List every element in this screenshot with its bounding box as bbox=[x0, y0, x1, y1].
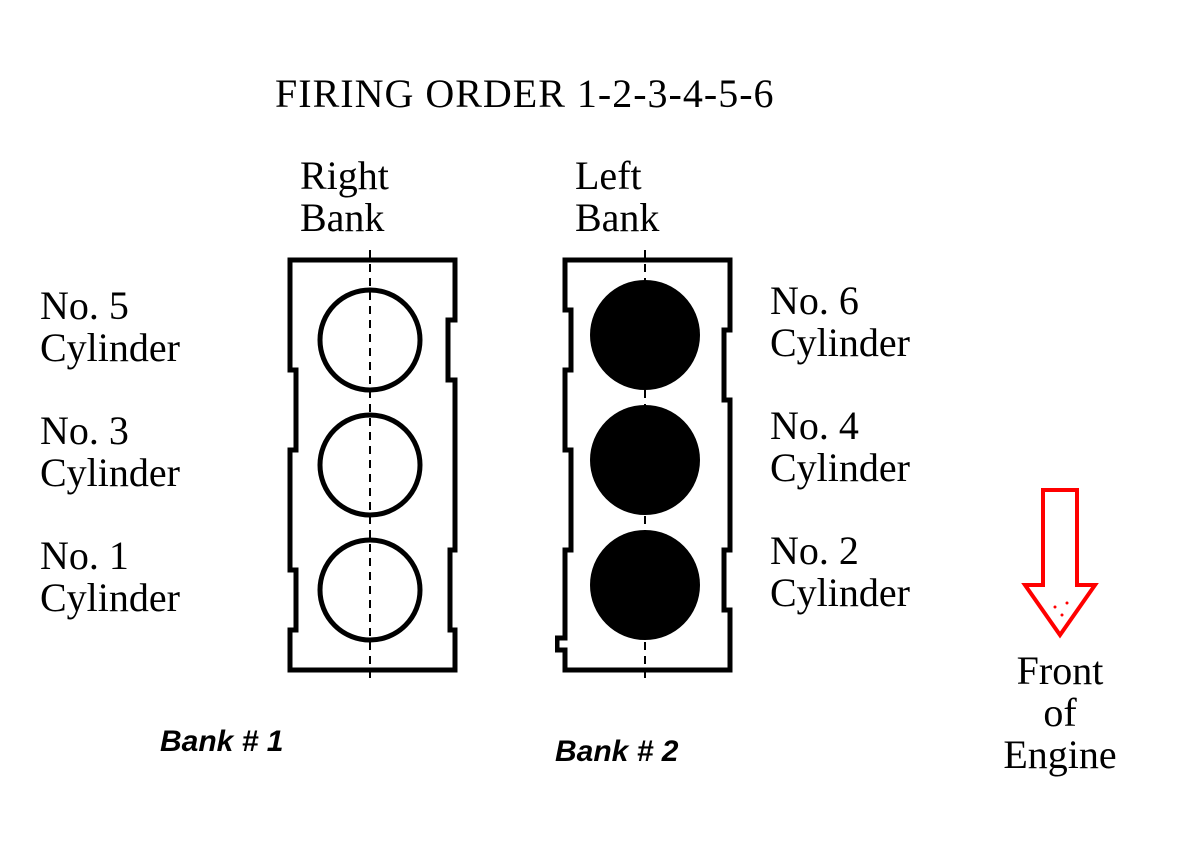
cyl-label-no3: No. 3Cylinder bbox=[40, 410, 180, 494]
cyl-label-no2: No. 2Cylinder bbox=[770, 530, 910, 614]
front-of-engine-label: FrontofEngine bbox=[995, 650, 1125, 776]
cyl-label-no1: No. 1Cylinder bbox=[40, 535, 180, 619]
right-bank-block bbox=[280, 250, 465, 680]
firing-order-title: FIRING ORDER 1-2-3-4-5-6 bbox=[275, 70, 775, 117]
front-arrow-icon bbox=[1015, 485, 1105, 645]
left-bank-header: LeftBank bbox=[575, 155, 659, 239]
right-bank-header: RightBank bbox=[300, 155, 389, 239]
left-bank-block bbox=[555, 250, 740, 680]
bank2-caption: Bank # 2 bbox=[555, 735, 678, 769]
cyl-label-no4: No. 4Cylinder bbox=[770, 405, 910, 489]
cyl-label-no5: No. 5Cylinder bbox=[40, 285, 180, 369]
bank1-caption: Bank # 1 bbox=[160, 725, 283, 759]
cyl-label-no6: No. 6Cylinder bbox=[770, 280, 910, 364]
diagram-stage: FIRING ORDER 1-2-3-4-5-6 RightBank LeftB… bbox=[0, 0, 1204, 859]
